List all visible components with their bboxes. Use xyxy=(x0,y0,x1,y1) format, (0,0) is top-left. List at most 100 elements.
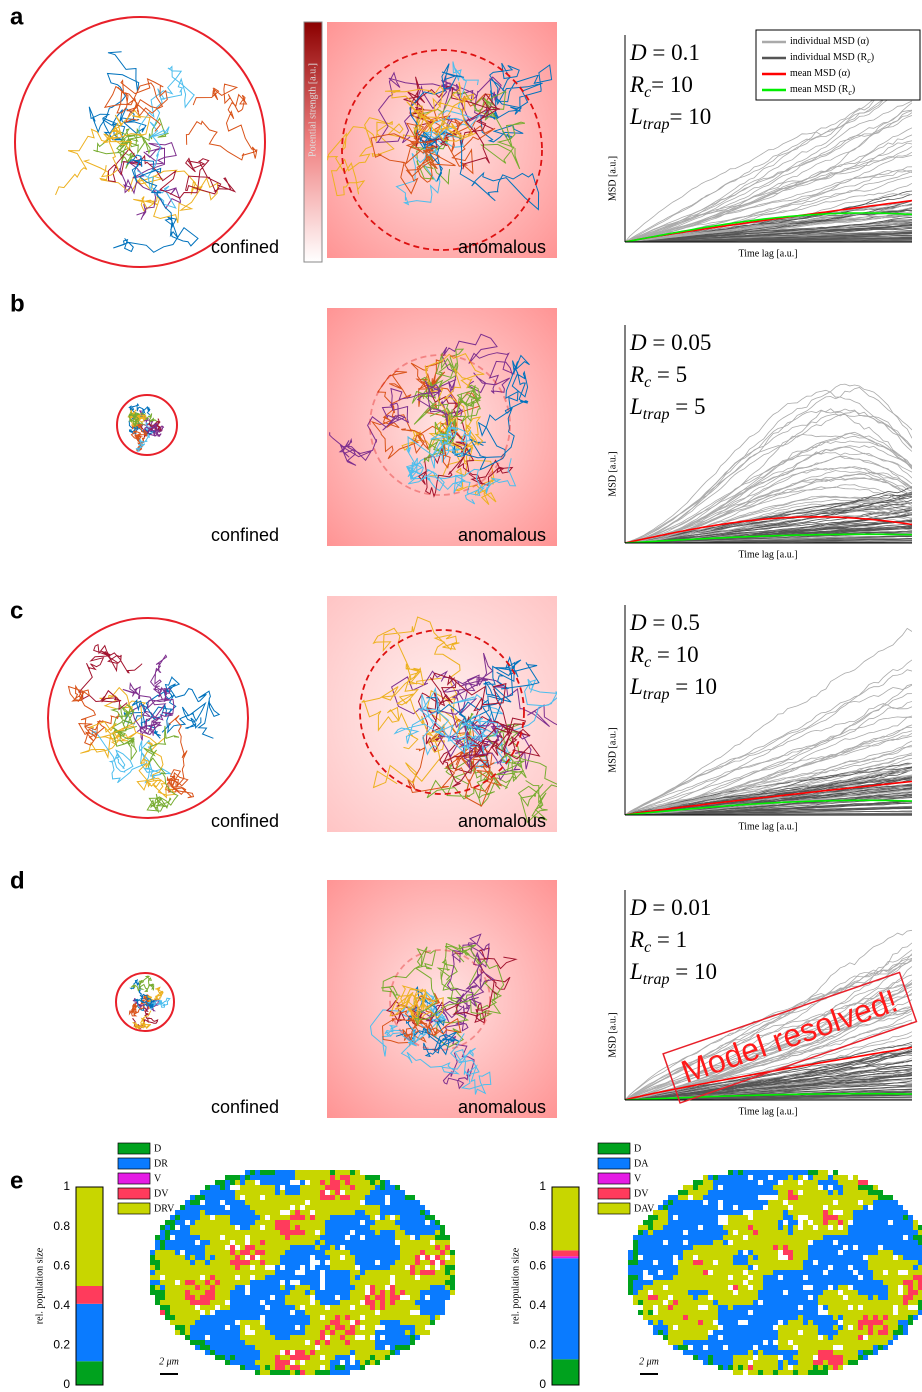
cell-pixel xyxy=(175,1295,180,1300)
cell-pixel xyxy=(385,1300,390,1305)
cell-pixel xyxy=(868,1245,873,1250)
cell-pixel xyxy=(375,1210,380,1215)
cell-pixel xyxy=(420,1260,425,1265)
cell-pixel xyxy=(688,1200,693,1205)
cell-pixel xyxy=(220,1230,225,1235)
cell-pixel xyxy=(170,1280,175,1285)
cell-pixel xyxy=(445,1295,450,1300)
cell-pixel xyxy=(838,1185,843,1190)
cell-pixel xyxy=(878,1320,883,1325)
cell-pixel xyxy=(200,1270,205,1275)
cell-pixel xyxy=(415,1260,420,1265)
y-tick-label: 1 xyxy=(63,1179,70,1193)
cell-pixel xyxy=(310,1285,315,1290)
cell-pixel xyxy=(205,1345,210,1350)
cell-pixel xyxy=(155,1235,160,1240)
cell-pixel xyxy=(818,1370,823,1375)
cell-pixel xyxy=(320,1170,325,1175)
cell-pixel xyxy=(653,1265,658,1270)
cell-pixel xyxy=(190,1280,195,1285)
cell-pixel xyxy=(828,1255,833,1260)
cell-pixel xyxy=(713,1335,718,1340)
cell-pixel xyxy=(853,1260,858,1265)
cell-pixel xyxy=(390,1195,395,1200)
cell-pixel xyxy=(683,1190,688,1195)
cell-pixel xyxy=(748,1340,753,1345)
cell-pixel xyxy=(698,1350,703,1355)
cell-pixel xyxy=(678,1295,683,1300)
cell-pixel xyxy=(195,1285,200,1290)
cell-pixel xyxy=(355,1225,360,1230)
cell-pixel xyxy=(793,1340,798,1345)
cell-pixel xyxy=(300,1245,305,1250)
cell-pixel xyxy=(180,1210,185,1215)
cell-pixel xyxy=(813,1220,818,1225)
cell-pixel xyxy=(310,1265,315,1270)
cell-pixel xyxy=(738,1340,743,1345)
cell-pixel xyxy=(285,1260,290,1265)
cell-pixel xyxy=(813,1200,818,1205)
cell-pixel xyxy=(683,1285,688,1290)
cell-pixel xyxy=(245,1185,250,1190)
cell-pixel xyxy=(245,1180,250,1185)
cell-pixel xyxy=(405,1240,410,1245)
cell-pixel xyxy=(673,1195,678,1200)
cell-pixel xyxy=(648,1310,653,1315)
cell-pixel xyxy=(828,1225,833,1230)
parameter-value: = 0.5 xyxy=(647,610,700,635)
cell-pixel xyxy=(833,1210,838,1215)
cell-pixel xyxy=(365,1275,370,1280)
cell-pixel xyxy=(733,1210,738,1215)
cell-pixel xyxy=(788,1170,793,1175)
cell-pixel xyxy=(355,1330,360,1335)
cell-pixel xyxy=(688,1215,693,1220)
cell-pixel xyxy=(325,1305,330,1310)
cell-pixel xyxy=(633,1300,638,1305)
cell-pixel xyxy=(833,1305,838,1310)
cell-pixel xyxy=(823,1185,828,1190)
cell-pixel xyxy=(833,1205,838,1210)
cell-pixel xyxy=(425,1235,430,1240)
cell-pixel xyxy=(215,1255,220,1260)
cell-pixel xyxy=(415,1225,420,1230)
cell-pixel xyxy=(858,1325,863,1330)
cell-pixel xyxy=(793,1200,798,1205)
cell-pixel xyxy=(255,1220,260,1225)
cell-pixel xyxy=(818,1215,823,1220)
cell-pixel xyxy=(918,1300,922,1305)
cell-pixel xyxy=(270,1320,275,1325)
cell-pixel xyxy=(305,1250,310,1255)
cell-pixel xyxy=(783,1290,788,1295)
cell-pixel xyxy=(798,1210,803,1215)
cell-pixel xyxy=(718,1195,723,1200)
cell-pixel xyxy=(200,1340,205,1345)
cell-pixel xyxy=(230,1185,235,1190)
cell-pixel xyxy=(285,1350,290,1355)
cell-pixel xyxy=(355,1230,360,1235)
cell-pixel xyxy=(673,1285,678,1290)
cell-pixel xyxy=(903,1230,908,1235)
cell-pixel xyxy=(300,1300,305,1305)
cell-pixel xyxy=(793,1205,798,1210)
cell-pixel xyxy=(698,1340,703,1345)
cell-pixel xyxy=(663,1310,668,1315)
cell-pixel xyxy=(195,1325,200,1330)
cell-pixel xyxy=(170,1270,175,1275)
cell-pixel xyxy=(235,1350,240,1355)
cell-pixel xyxy=(863,1245,868,1250)
cell-pixel xyxy=(320,1200,325,1205)
cell-pixel xyxy=(773,1360,778,1365)
cell-pixel xyxy=(893,1245,898,1250)
cell-pixel xyxy=(150,1270,155,1275)
cell-pixel xyxy=(320,1280,325,1285)
cell-pixel xyxy=(395,1195,400,1200)
cell-pixel xyxy=(668,1330,673,1335)
cell-pixel xyxy=(255,1370,260,1375)
cell-pixel xyxy=(325,1325,330,1330)
cell-pixel xyxy=(250,1185,255,1190)
cell-pixel xyxy=(235,1315,240,1320)
cell-pixel xyxy=(405,1210,410,1215)
cell-pixel xyxy=(360,1325,365,1330)
cell-pixel xyxy=(180,1325,185,1330)
cell-pixel xyxy=(723,1305,728,1310)
